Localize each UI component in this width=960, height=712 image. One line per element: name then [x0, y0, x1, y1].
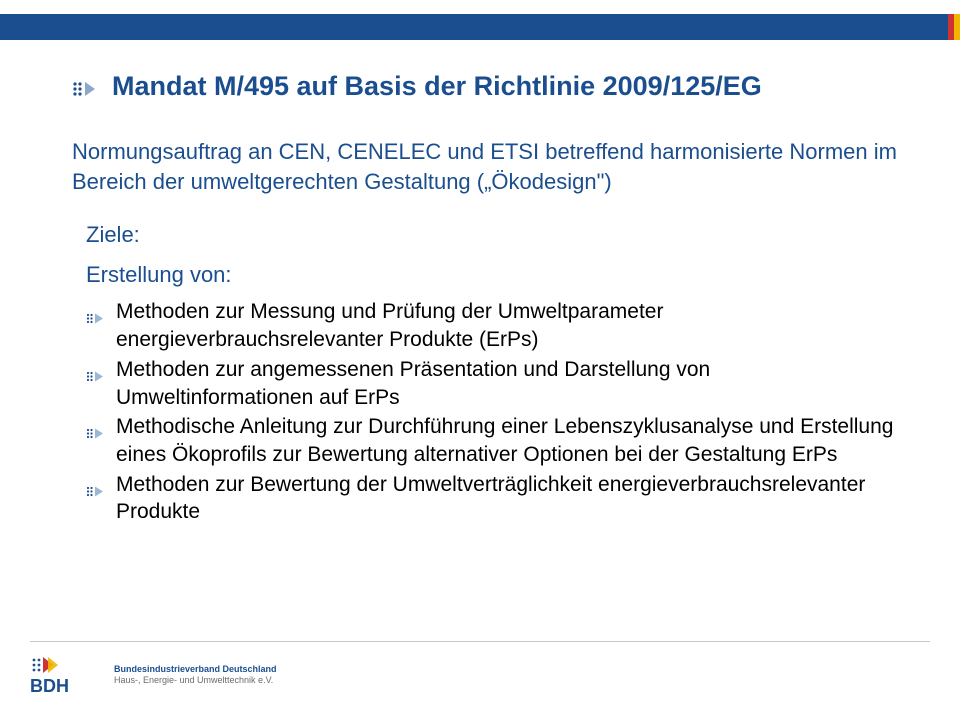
list-item-text: Methoden zur Bewertung der Umweltverträg…: [116, 473, 865, 524]
top-bar: [0, 14, 960, 40]
accent-stripe-yellow: [954, 14, 960, 40]
list-item: Methoden zur Bewertung der Umweltverträg…: [86, 471, 900, 526]
list-item-text: Methodische Anleitung zur Durchführung e…: [116, 415, 893, 466]
subhead: Erstellung von:: [86, 262, 900, 288]
list-item: Methodische Anleitung zur Durchführung e…: [86, 413, 900, 468]
top-bar-accent: [942, 14, 960, 40]
footer-line1: Bundesindustrieverband Deutschland: [114, 664, 277, 675]
title-bullet-icon: [72, 80, 98, 103]
footer-text: Bundesindustrieverband Deutschland Haus-…: [114, 664, 277, 687]
bullet-list: Methoden zur Messung und Prüfung der Umw…: [86, 298, 900, 526]
slide-content: Mandat M/495 auf Basis der Richtlinie 20…: [72, 70, 900, 528]
bdh-logo: BDH: [30, 654, 104, 696]
footer: BDH Bundesindustrieverband Deutschland H…: [30, 654, 277, 696]
title-row: Mandat M/495 auf Basis der Richtlinie 20…: [72, 70, 900, 103]
chevron-icon: [86, 420, 106, 448]
slide-title: Mandat M/495 auf Basis der Richtlinie 20…: [112, 70, 762, 102]
intro-paragraph: Normungsauftrag an CEN, CENELEC und ETSI…: [72, 137, 900, 196]
list-item: Methoden zur angemessenen Präsentation u…: [86, 356, 900, 411]
chevron-icon: [86, 363, 106, 391]
divider: [30, 641, 930, 642]
footer-line2: Haus-, Energie- und Umwelttechnik e.V.: [114, 675, 277, 686]
chevron-icon: [86, 305, 106, 333]
list-item-text: Methoden zur angemessenen Präsentation u…: [116, 358, 710, 409]
list-item: Methoden zur Messung und Prüfung der Umw…: [86, 298, 900, 353]
ziele-label: Ziele:: [86, 222, 900, 248]
svg-text:BDH: BDH: [30, 676, 69, 696]
list-item-text: Methoden zur Messung und Prüfung der Umw…: [116, 300, 663, 351]
chevron-icon: [86, 478, 106, 506]
